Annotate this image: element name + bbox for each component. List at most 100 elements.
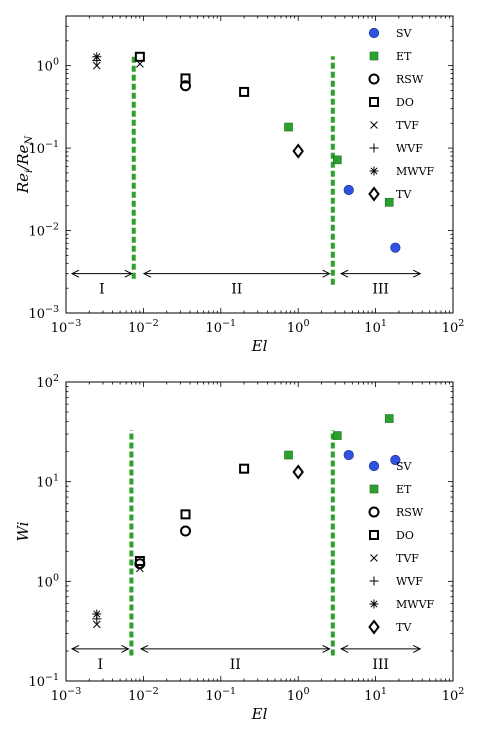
legend-label-et: ET (396, 483, 412, 496)
region-label: I (99, 282, 105, 298)
y-axis-label: Wi (14, 521, 32, 541)
data-point-do (134, 51, 145, 62)
data-point-mwvf (92, 52, 102, 62)
legend-marker-sv (368, 460, 380, 472)
x-tick-label: 102 (442, 686, 465, 704)
legend-label-tv: TV (396, 621, 412, 634)
legend-marker-mwvf (369, 166, 379, 176)
data-point-sv (390, 242, 401, 253)
legend: SV ET RSW DO TVF WVF MWVF TV (368, 27, 435, 202)
legend-label-mwvf: MWVF (396, 165, 435, 178)
data-point-tv (292, 464, 304, 480)
region-label: III (372, 657, 389, 673)
region-III: III (340, 269, 422, 298)
legend-marker-do (369, 530, 379, 540)
data-point-et (284, 450, 293, 460)
x-tick-label: 10−2 (128, 318, 159, 336)
data-point-do (180, 73, 191, 84)
axis-ticks (65, 381, 454, 682)
data-point-rsw (180, 525, 192, 537)
y-tick-label: 10−1 (28, 139, 59, 157)
region-I: I (70, 269, 133, 298)
data-point-rsw (180, 80, 192, 92)
legend-label-tv: TV (396, 188, 412, 201)
data-point-tvf (136, 564, 144, 573)
y-tick-label: 100 (36, 57, 59, 75)
region-I: I (70, 644, 130, 673)
legend-marker-sv (368, 27, 380, 39)
plot-frame (65, 381, 454, 682)
legend-label-wvf: WVF (396, 142, 423, 155)
legend-marker-wvf (369, 576, 379, 586)
data-point-et (332, 155, 342, 165)
y-tick-label: 101 (36, 473, 59, 491)
data-point-do (239, 86, 250, 97)
x-tick-label: 100 (287, 318, 310, 336)
region-label: II (230, 657, 241, 673)
plot-frame (65, 15, 454, 314)
region-II: II (139, 644, 331, 673)
legend-marker-rsw (368, 506, 380, 518)
legend-label-sv: SV (396, 460, 413, 473)
y-tick-label: 10−3 (28, 304, 59, 322)
data-point-tvf (92, 61, 101, 70)
legend-label-sv: SV (396, 27, 413, 40)
region-III: III (340, 644, 422, 673)
data-point-tvf (92, 620, 101, 629)
legend-marker-mwvf (369, 599, 379, 609)
axis-ticks (65, 15, 454, 314)
y-tick-label: 100 (36, 572, 59, 590)
x-tick-label: 10−3 (51, 686, 82, 704)
x-tick-label: 102 (442, 318, 465, 336)
legend-marker-et (369, 484, 379, 494)
legend-marker-tv (368, 186, 380, 202)
x-tick-label: 101 (364, 686, 387, 704)
legend-marker-tvf (370, 121, 378, 129)
y-tick-label: 10−1 (28, 672, 59, 690)
data-point-et (332, 431, 342, 440)
legend-label-rsw: RSW (396, 73, 424, 86)
data-point-do (134, 555, 145, 566)
data-point-et (284, 122, 293, 132)
legend-label-do: DO (396, 529, 414, 542)
legend-label-tvf: TVF (396, 552, 419, 565)
region-label: II (231, 282, 242, 298)
data-point-tv (292, 143, 304, 159)
legend: SV ET RSW DO TVF WVF MWVF TV (368, 460, 435, 635)
x-axis-label: El (251, 337, 268, 355)
data-point-mwvf (92, 609, 102, 619)
legend-label-rsw: RSW (396, 506, 424, 519)
region-label: III (372, 282, 389, 298)
legend-marker-do (369, 97, 379, 107)
y-axis-label: Rei/ReN (14, 135, 35, 195)
region-label: I (97, 657, 103, 673)
x-tick-label: 10−1 (206, 686, 237, 704)
x-tick-label: 10−1 (206, 318, 237, 336)
y-tick-label: 10−2 (28, 222, 59, 240)
x-axis-label: El (251, 705, 268, 723)
data-point-et (384, 198, 394, 207)
y-tick-label: 102 (36, 373, 59, 391)
legend-marker-wvf (369, 143, 379, 153)
legend-marker-tv (368, 619, 380, 635)
data-point-sv (343, 449, 354, 461)
legend-label-mwvf: MWVF (396, 598, 435, 611)
data-point-do (239, 463, 250, 474)
legend-marker-et (369, 51, 379, 61)
legend-label-do: DO (396, 96, 414, 109)
legend-label-tvf: TVF (396, 119, 419, 132)
data-point-tvf (136, 60, 144, 68)
x-tick-label: 101 (364, 318, 387, 336)
legend-label-et: ET (396, 50, 412, 63)
top-chart: 10−3 10−2 10−1 100 101 102 10−3 10−2 10−1 100 El Re… (14, 15, 465, 355)
legend-label-wvf: WVF (396, 575, 423, 588)
legend-marker-tvf (370, 554, 378, 562)
data-point-sv (390, 454, 401, 466)
data-point-et (384, 414, 394, 423)
region-II: II (142, 269, 331, 298)
x-tick-label: 100 (287, 686, 310, 704)
legend-marker-rsw (368, 73, 380, 85)
x-tick-label: 10−3 (51, 318, 82, 336)
